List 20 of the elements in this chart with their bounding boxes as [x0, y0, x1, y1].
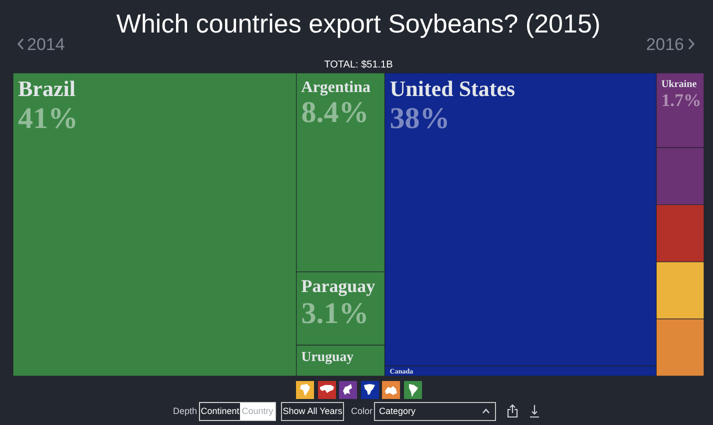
data-label: 1.7%: [661, 90, 702, 110]
category-label: Paraguay: [301, 276, 376, 296]
text: 2014: [27, 35, 65, 54]
data-label: 8.4%: [301, 96, 369, 129]
category-label: Ukraine: [661, 79, 698, 90]
category-label: United States: [390, 76, 516, 101]
text: Which countries export Soybeans? (2015): [116, 8, 601, 39]
color-dropdown: Category: [374, 402, 496, 421]
text: TOTAL: $51.1B: [324, 60, 394, 71]
depth-toggle: Continent Country: [199, 402, 276, 421]
data-label: 3.1%: [301, 296, 369, 330]
text: Depth: [173, 406, 198, 417]
category-label: Brazil: [18, 76, 76, 101]
text: Color: [351, 406, 373, 417]
category-label: Uruguay: [301, 348, 354, 365]
text: 2016: [646, 35, 684, 54]
data-label: 38%: [390, 102, 450, 135]
show-all-years-button: Show All Years: [281, 402, 344, 421]
category-label: Argentina: [301, 79, 370, 96]
data-label: 41%: [18, 102, 78, 135]
